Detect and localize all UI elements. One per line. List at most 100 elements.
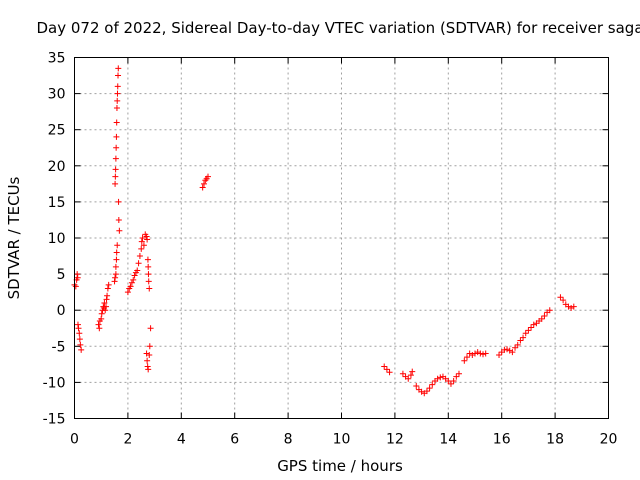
y-tick-label: -10 bbox=[43, 375, 66, 391]
y-tick-label: 30 bbox=[48, 87, 66, 103]
data-point bbox=[101, 299, 108, 306]
data-point bbox=[112, 263, 119, 270]
data-point bbox=[114, 90, 121, 97]
data-point bbox=[429, 381, 436, 388]
chart-title: Day 072 of 2022, Sidereal Day-to-day VTE… bbox=[36, 19, 640, 37]
x-tick-label: 20 bbox=[600, 432, 618, 448]
data-point bbox=[144, 256, 151, 263]
data-point bbox=[496, 351, 503, 358]
data-point bbox=[112, 274, 119, 281]
y-tick-label: 10 bbox=[48, 231, 66, 247]
data-point bbox=[407, 372, 414, 379]
data-point bbox=[113, 133, 120, 140]
data-point bbox=[528, 324, 535, 331]
data-point bbox=[381, 363, 388, 370]
data-point bbox=[134, 267, 141, 274]
x-tick-label: 12 bbox=[386, 432, 404, 448]
data-point bbox=[509, 349, 516, 356]
x-tick-label: 8 bbox=[284, 432, 293, 448]
data-point bbox=[138, 245, 145, 252]
data-point bbox=[530, 321, 537, 328]
data-point bbox=[113, 105, 120, 112]
data-point bbox=[74, 274, 81, 281]
data-point bbox=[102, 307, 109, 314]
data-point bbox=[113, 144, 120, 151]
x-tick-label: 6 bbox=[230, 432, 239, 448]
x-tick-label: 2 bbox=[123, 432, 132, 448]
data-point bbox=[143, 233, 150, 240]
data-point bbox=[455, 370, 462, 377]
data-point bbox=[565, 303, 572, 310]
data-point bbox=[104, 285, 111, 292]
x-tick-label: 10 bbox=[333, 432, 351, 448]
data-point bbox=[145, 263, 152, 270]
data-point bbox=[522, 330, 529, 337]
data-point bbox=[115, 72, 122, 79]
data-point bbox=[111, 278, 118, 285]
data-point bbox=[450, 377, 457, 384]
data-point bbox=[76, 330, 83, 337]
x-tick-label: 18 bbox=[546, 432, 564, 448]
data-point bbox=[472, 350, 478, 357]
data-point bbox=[445, 377, 452, 384]
data-point bbox=[144, 236, 151, 243]
data-point bbox=[560, 297, 567, 304]
data-point bbox=[145, 366, 152, 373]
data-point bbox=[113, 119, 120, 126]
data-point bbox=[199, 184, 206, 191]
data-point bbox=[512, 344, 519, 351]
x-tick-label: 14 bbox=[439, 432, 457, 448]
data-point bbox=[474, 349, 481, 356]
y-tick-label: 0 bbox=[57, 303, 66, 319]
data-point bbox=[383, 366, 390, 373]
y-tick-label: -5 bbox=[52, 339, 66, 355]
y-axis-ticks: -15 -10 -5 0 5 10 15 20 25 30 35 bbox=[43, 51, 609, 428]
data-point bbox=[77, 341, 84, 348]
data-point bbox=[127, 283, 134, 290]
data-point bbox=[200, 180, 207, 187]
data-point bbox=[130, 276, 137, 283]
data-point bbox=[386, 369, 393, 376]
data-point bbox=[112, 155, 119, 162]
data-point bbox=[74, 321, 81, 328]
data-point bbox=[98, 315, 105, 322]
data-point bbox=[131, 272, 138, 279]
data-point bbox=[139, 235, 146, 241]
x-tick-label: 0 bbox=[70, 432, 79, 448]
data-point bbox=[405, 375, 412, 382]
data-point bbox=[501, 346, 508, 353]
data-point bbox=[138, 238, 145, 245]
data-point bbox=[145, 278, 152, 285]
y-tick-label: 35 bbox=[48, 51, 66, 67]
x-axis-label: GPS time / hours bbox=[277, 457, 403, 475]
data-point bbox=[461, 357, 468, 364]
data-point bbox=[115, 198, 122, 205]
data-point bbox=[128, 279, 135, 286]
data-point bbox=[538, 315, 545, 322]
data-point bbox=[75, 325, 82, 332]
data-point bbox=[124, 289, 131, 296]
data-point bbox=[113, 256, 120, 263]
data-point bbox=[105, 281, 112, 288]
data-point bbox=[144, 357, 151, 364]
x-tick-label: 16 bbox=[493, 432, 511, 448]
y-tick-label: 5 bbox=[57, 267, 66, 283]
data-point bbox=[114, 97, 121, 104]
data-point bbox=[466, 350, 473, 357]
data-point bbox=[147, 325, 154, 332]
data-point bbox=[113, 249, 120, 256]
data-point bbox=[145, 271, 152, 278]
data-point bbox=[112, 271, 119, 278]
data-point bbox=[112, 180, 119, 187]
data-point bbox=[95, 321, 102, 328]
data-point bbox=[114, 242, 121, 249]
data-point bbox=[423, 388, 430, 395]
data-point bbox=[205, 173, 211, 180]
data-point bbox=[104, 292, 111, 299]
data-point bbox=[140, 242, 147, 249]
chart-grid bbox=[74, 57, 609, 419]
y-tick-label: 25 bbox=[48, 123, 66, 139]
y-tick-label: 20 bbox=[48, 159, 66, 175]
x-tick-label: 4 bbox=[177, 432, 186, 448]
